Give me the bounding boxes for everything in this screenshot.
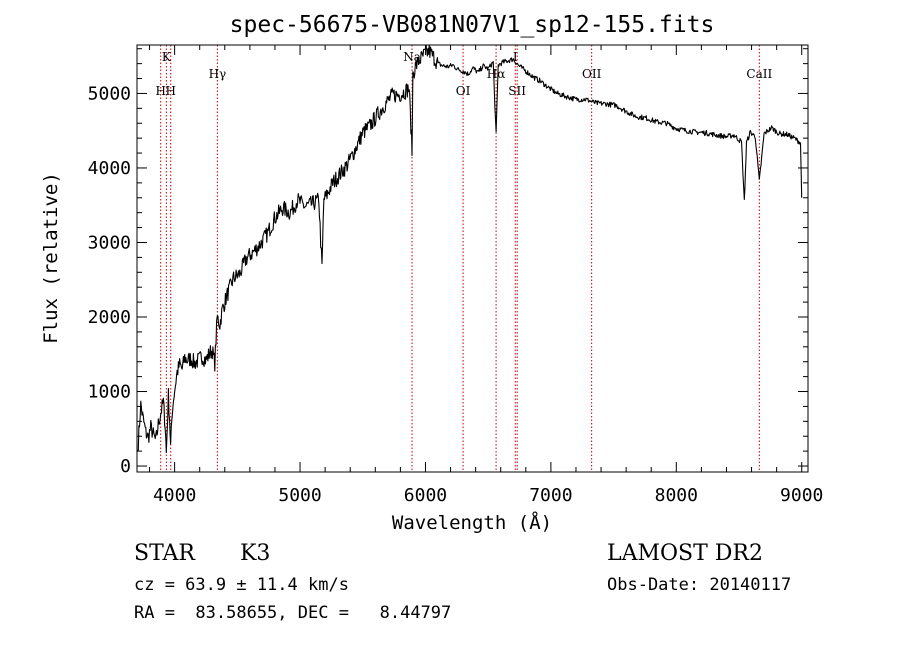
x-tick-label: 5000 xyxy=(278,485,321,506)
object-subclass: K3 xyxy=(240,541,270,566)
y-tick-label: 1000 xyxy=(88,382,131,403)
redshift-velocity: cz = 63.9 ± 11.4 km/s xyxy=(134,575,349,595)
spectral-line-label: CaII xyxy=(746,67,772,81)
spectral-line-label: Hα xyxy=(487,67,506,81)
spectral-line-label: SII xyxy=(508,84,526,98)
spectral-line-label: Hγ xyxy=(209,67,227,81)
x-axis: 4000 5000 6000 7000 8000 9000 xyxy=(149,45,823,506)
x-tick-label: 9000 xyxy=(780,485,823,506)
sky-coordinates: RA = 83.58655, DEC = 8.44797 xyxy=(134,603,451,623)
x-tick-label: 8000 xyxy=(655,485,698,506)
spectrum-line xyxy=(137,44,803,454)
y-tick-label: 5000 xyxy=(88,83,131,104)
spectral-line-label: OII xyxy=(582,67,602,81)
survey-name: LAMOST DR2 xyxy=(607,541,763,566)
spectral-line-label: H xyxy=(166,84,176,98)
x-tick-label: 7000 xyxy=(529,485,572,506)
y-axis-label: Flux (relative) xyxy=(40,172,62,344)
spectral-line-label: Na xyxy=(403,50,421,64)
spectral-line-label: I xyxy=(513,50,518,64)
object-class: STAR xyxy=(134,541,196,566)
observation-date: Obs-Date: 20140117 xyxy=(607,575,791,595)
spectral-line-label: H xyxy=(155,84,165,98)
y-tick-label: 0 xyxy=(120,456,131,477)
plot-frame xyxy=(136,44,809,473)
chart-title: spec-56675-VB081N07V1_sp12-155.fits xyxy=(230,12,715,38)
spectral-line-label: OI xyxy=(456,84,471,98)
y-tick-label: 2000 xyxy=(88,307,131,328)
x-axis-label: Wavelength (Å) xyxy=(392,511,552,534)
x-tick-label: 6000 xyxy=(404,485,447,506)
spectral-line-labels: K HH Hγ Na OI Hα I SII OII CaII xyxy=(155,50,772,98)
y-tick-label: 4000 xyxy=(88,158,131,179)
spectral-line-label: K xyxy=(162,50,172,64)
x-tick-label: 4000 xyxy=(153,485,196,506)
y-axis: 0 1000 2000 3000 4000 5000 xyxy=(88,48,808,477)
y-tick-label: 3000 xyxy=(88,232,131,253)
